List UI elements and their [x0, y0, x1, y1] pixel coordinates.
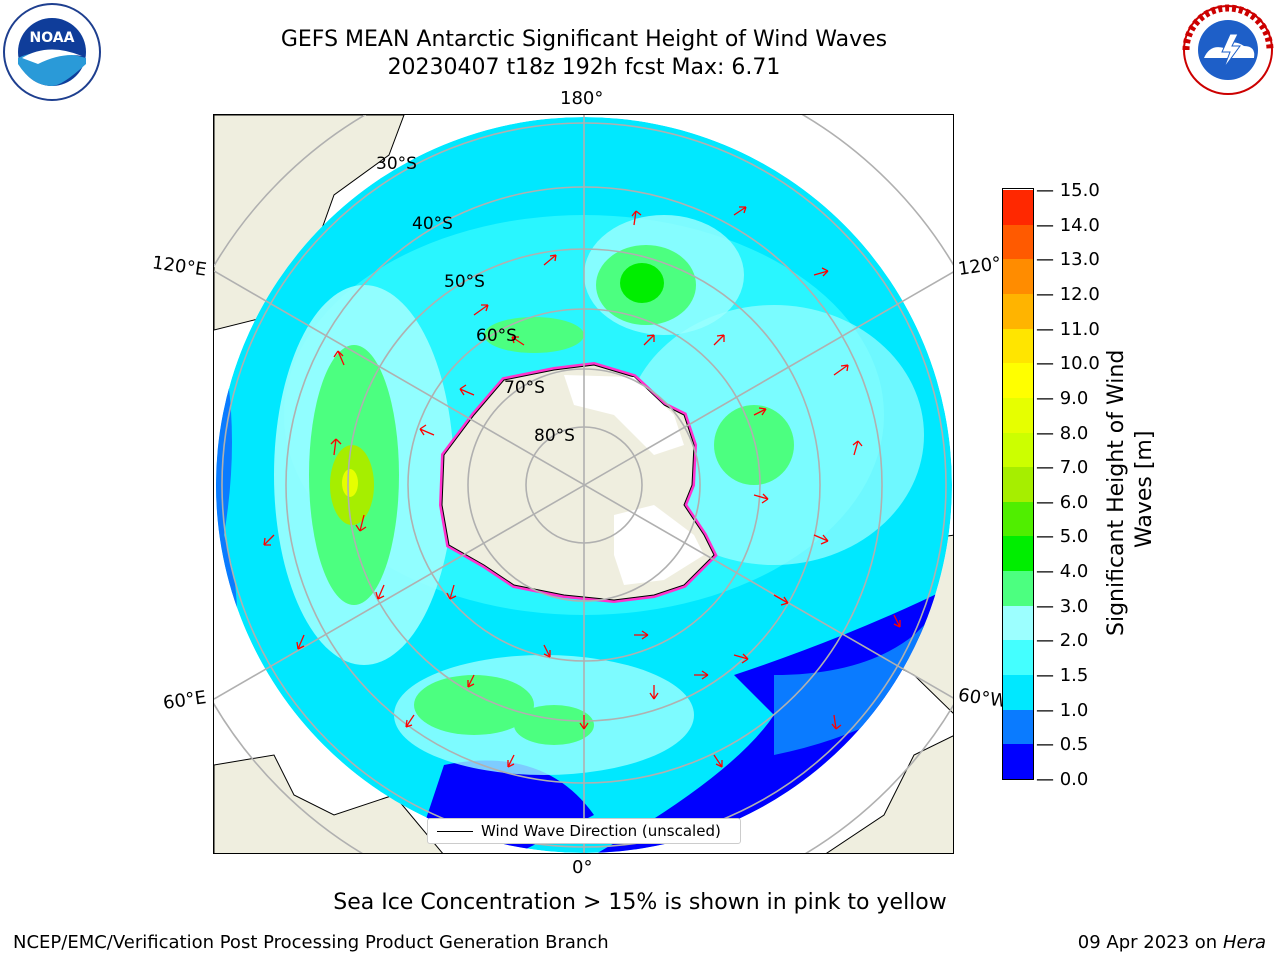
colorbar-tick-label: — 14.0	[1036, 214, 1100, 236]
legend-label: Wind Wave Direction (unscaled)	[481, 822, 721, 840]
colorbar-label-line2: Waves [m]	[1132, 430, 1157, 548]
chart-title: GEFS MEAN Antarctic Significant Height o…	[280, 27, 888, 52]
colorbar-segment	[1003, 571, 1033, 606]
nws-logo	[1176, 0, 1280, 104]
colorbar-tick-label: — 2.0	[1036, 630, 1089, 652]
noaa-logo: NOAA	[2, 2, 102, 102]
colorbar-tick-label: — 0.5	[1036, 734, 1089, 756]
colorbar-segment	[1003, 536, 1033, 572]
lat-label-40s: 40°S	[412, 214, 453, 234]
colorbar-tick-label: — 4.0	[1036, 561, 1089, 583]
lon-label-120w: 120°	[956, 253, 1003, 280]
lon-label-0: 0°	[572, 857, 593, 878]
host-name: Hera	[1222, 932, 1266, 953]
lat-label-50s: 50°S	[444, 272, 485, 292]
lat-label-80s: 80°S	[534, 426, 575, 446]
colorbar-tick-label: — 11.0	[1036, 318, 1100, 340]
colorbar-segment	[1003, 293, 1033, 329]
colorbar-tick-label: — 1.5	[1036, 665, 1089, 687]
colorbar-label-line1: Significant Height of Wind	[1104, 349, 1129, 636]
colorbar-segment	[1003, 224, 1033, 260]
colorbar-segment	[1003, 432, 1033, 468]
colorbar-tick-label: — 3.0	[1036, 595, 1089, 617]
colorbar-segment	[1003, 640, 1033, 676]
colorbar-tick-label: — 15.0	[1036, 180, 1100, 201]
lat-label-70s: 70°S	[504, 378, 545, 398]
credit-text: NCEP/EMC/Verification Post Processing Pr…	[13, 932, 609, 953]
lat-label-30s: 30°S	[376, 154, 417, 174]
colorbar-segment	[1003, 328, 1033, 364]
colorbar-segment	[1003, 501, 1033, 537]
noaa-logo-text: NOAA	[30, 30, 75, 46]
lon-label-180: 180°	[560, 88, 604, 109]
colorbar-tick-label: — 7.0	[1036, 457, 1089, 479]
colorbar-tick-label: — 0.0	[1036, 769, 1089, 790]
colorbar-tick-label: — 1.0	[1036, 699, 1089, 721]
date-stamp: 09 Apr 2023 on Hera	[1078, 932, 1266, 953]
colorbar	[1002, 188, 1034, 780]
colorbar-segment	[1003, 363, 1033, 398]
lat-label-60s: 60°S	[476, 326, 517, 346]
lon-label-60e: 60°E	[161, 687, 208, 714]
sea-ice-note: Sea Ice Concentration > 15% is shown in …	[333, 890, 947, 915]
colorbar-tick-label: — 13.0	[1036, 249, 1100, 271]
colorbar-tick-label: — 6.0	[1036, 491, 1089, 513]
colorbar-tick-label: — 5.0	[1036, 526, 1089, 548]
colorbar-segment	[1003, 744, 1033, 779]
lon-label-120e: 120°E	[150, 252, 208, 281]
colorbar-segment	[1003, 709, 1033, 745]
colorbar-segment	[1003, 259, 1033, 294]
colorbar-segment	[1003, 675, 1033, 710]
vector-legend: Wind Wave Direction (unscaled)	[427, 818, 741, 844]
chart-subtitle: 20230407 t18z 192h fcst Max: 6.71	[387, 55, 781, 80]
polar-map: 30°S 40°S 50°S 60°S 70°S 80°S	[213, 114, 954, 854]
colorbar-segment	[1003, 397, 1033, 433]
colorbar-tick-label: — 10.0	[1036, 353, 1100, 375]
colorbar-tick-label: — 9.0	[1036, 387, 1089, 409]
colorbar-segment	[1003, 467, 1033, 502]
colorbar-segment	[1003, 190, 1033, 225]
colorbar-tick-label: — 12.0	[1036, 283, 1100, 305]
colorbar-tick-label: — 8.0	[1036, 422, 1089, 444]
colorbar-segment	[1003, 605, 1033, 641]
date-text: 09 Apr 2023 on	[1077, 932, 1218, 953]
legend-line-sample	[437, 830, 473, 832]
